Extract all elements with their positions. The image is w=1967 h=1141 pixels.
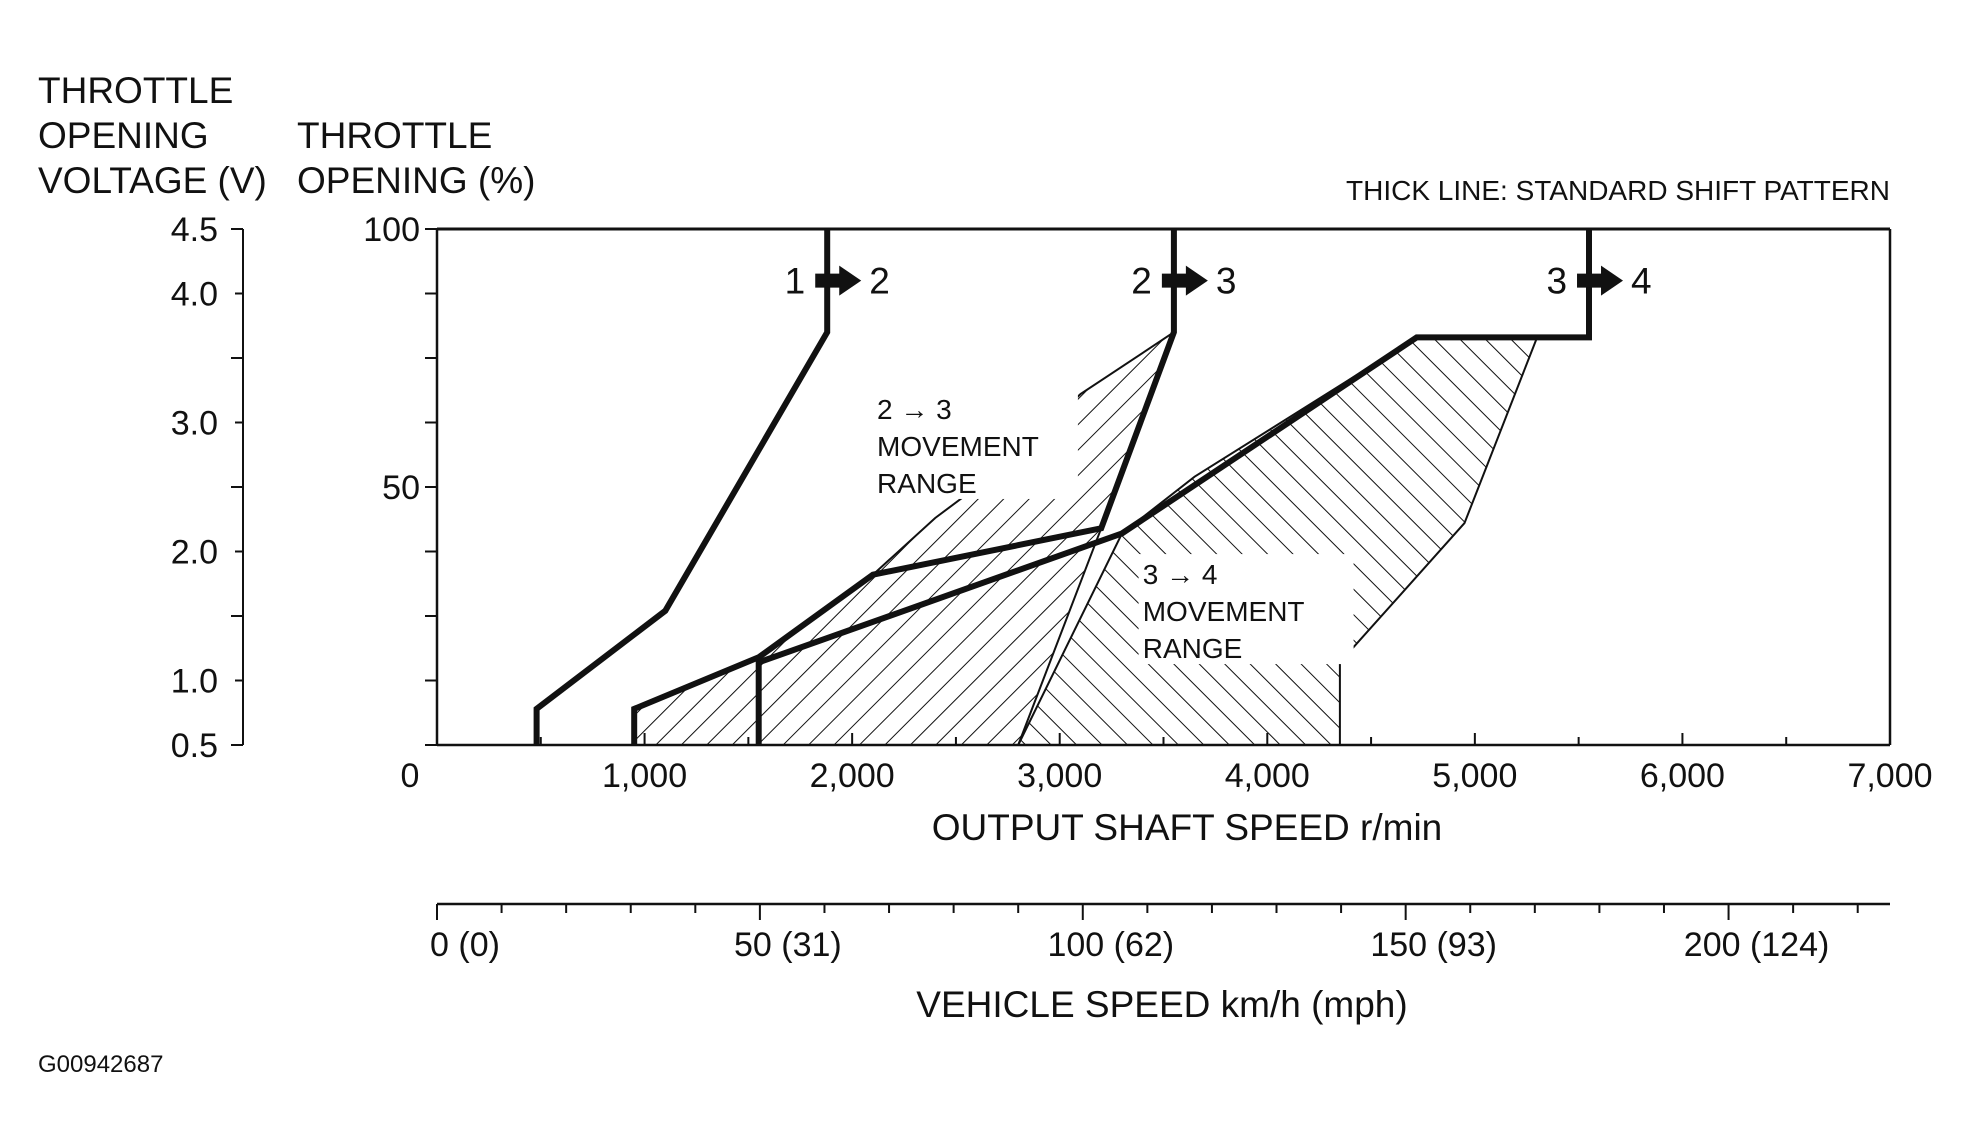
shift-label-to-1: 2: [869, 261, 890, 302]
voltage-axis-title-line2: OPENING: [38, 115, 209, 156]
x-tick-label: 4,000: [1225, 757, 1310, 795]
chart-note: THICK LINE: STANDARD SHIFT PATTERN: [1346, 175, 1890, 206]
voltage-tick-label: 4.0: [171, 276, 218, 314]
voltage-tick-label: 3.0: [171, 405, 218, 443]
voltage-tick-label: 1.0: [171, 663, 218, 701]
shift-label-to-3: 4: [1631, 261, 1652, 302]
shift-arrow-icon-2: [1161, 265, 1208, 296]
x-tick-label: 2,000: [810, 757, 895, 795]
vehicle-speed-tick-label: 50 (31): [734, 926, 842, 964]
vehicle-speed-tick-label: 150 (93): [1370, 926, 1497, 964]
region-3-4-label-line1: 3 → 4: [1143, 559, 1218, 590]
region-3-4-label-line2: MOVEMENT: [1143, 596, 1305, 627]
x-tick-label: 5,000: [1432, 757, 1517, 795]
throttle-tick-label: 50: [382, 469, 420, 507]
movement-regions: 2 → 3 MOVEMENT RANGE 3 → 4 MOVEMENT RANGE: [633, 329, 1539, 746]
throttle-axis: 100 50: [363, 211, 439, 746]
region-2-3-label-line2: MOVEMENT: [877, 431, 1039, 462]
voltage-axis: 4.5 4.0 3.0 2.0 1.0 0.5: [171, 211, 244, 765]
voltage-axis-title-line3: VOLTAGE (V): [38, 160, 267, 201]
voltage-tick-label: 4.5: [171, 211, 218, 249]
vehicle-speed-tick-label: 200 (124): [1684, 926, 1830, 964]
shift-label-to-2: 3: [1216, 261, 1237, 302]
x-tick-label: 1,000: [602, 757, 687, 795]
vehicle-speed-axis-title: VEHICLE SPEED km/h (mph): [916, 984, 1407, 1025]
x-tick-label: 6,000: [1640, 757, 1725, 795]
region-3-4-label-line3: RANGE: [1143, 633, 1243, 664]
shift-label-from-1: 1: [785, 261, 806, 302]
region-3-4-label-bg: [1138, 554, 1354, 665]
output-shaft-speed-axis: 0 1,000 2,000 3,000 4,000 5,000 6,000 7,000: [401, 733, 1933, 795]
x-tick-label: 0: [401, 757, 420, 795]
voltage-axis-title-line1: THROTTLE: [38, 70, 233, 111]
region-2-3-label-line1: 2 → 3: [877, 394, 952, 425]
shift-line-3-4: [755, 229, 1592, 745]
figure-code: G00942687: [38, 1051, 163, 1078]
shift-lines: 1 2 2 3 3 4: [533, 229, 1652, 745]
vehicle-speed-tick-label: 100 (62): [1047, 926, 1174, 964]
shift-arrow-icon-3: [1577, 265, 1624, 296]
throttle-axis-title-line2: OPENING (%): [297, 160, 535, 201]
x-tick-label: 7,000: [1847, 757, 1932, 795]
shift-label-from-2: 2: [1131, 261, 1152, 302]
region-2-3-label-bg: [872, 388, 1078, 499]
shift-line-2-3: [631, 229, 1177, 745]
throttle-tick-label: 100: [363, 211, 420, 249]
shift-arrow-icon-1: [815, 265, 862, 296]
x-axis-title: OUTPUT SHAFT SPEED r/min: [932, 807, 1443, 848]
shift-line-1-2: [533, 229, 831, 745]
region-2-3-label-line3: RANGE: [877, 468, 977, 499]
throttle-axis-title-line1: THROTTLE: [297, 115, 492, 156]
shift-label-from-3: 3: [1546, 261, 1567, 302]
voltage-tick-label: 0.5: [171, 727, 218, 765]
x-tick-label: 3,000: [1017, 757, 1102, 795]
vehicle-speed-axis: 0 (0) 50 (31) 100 (62) 150 (93) 200 (124): [430, 902, 1890, 964]
vehicle-speed-tick-label: 0 (0): [430, 926, 500, 964]
voltage-tick-label: 2.0: [171, 534, 218, 572]
